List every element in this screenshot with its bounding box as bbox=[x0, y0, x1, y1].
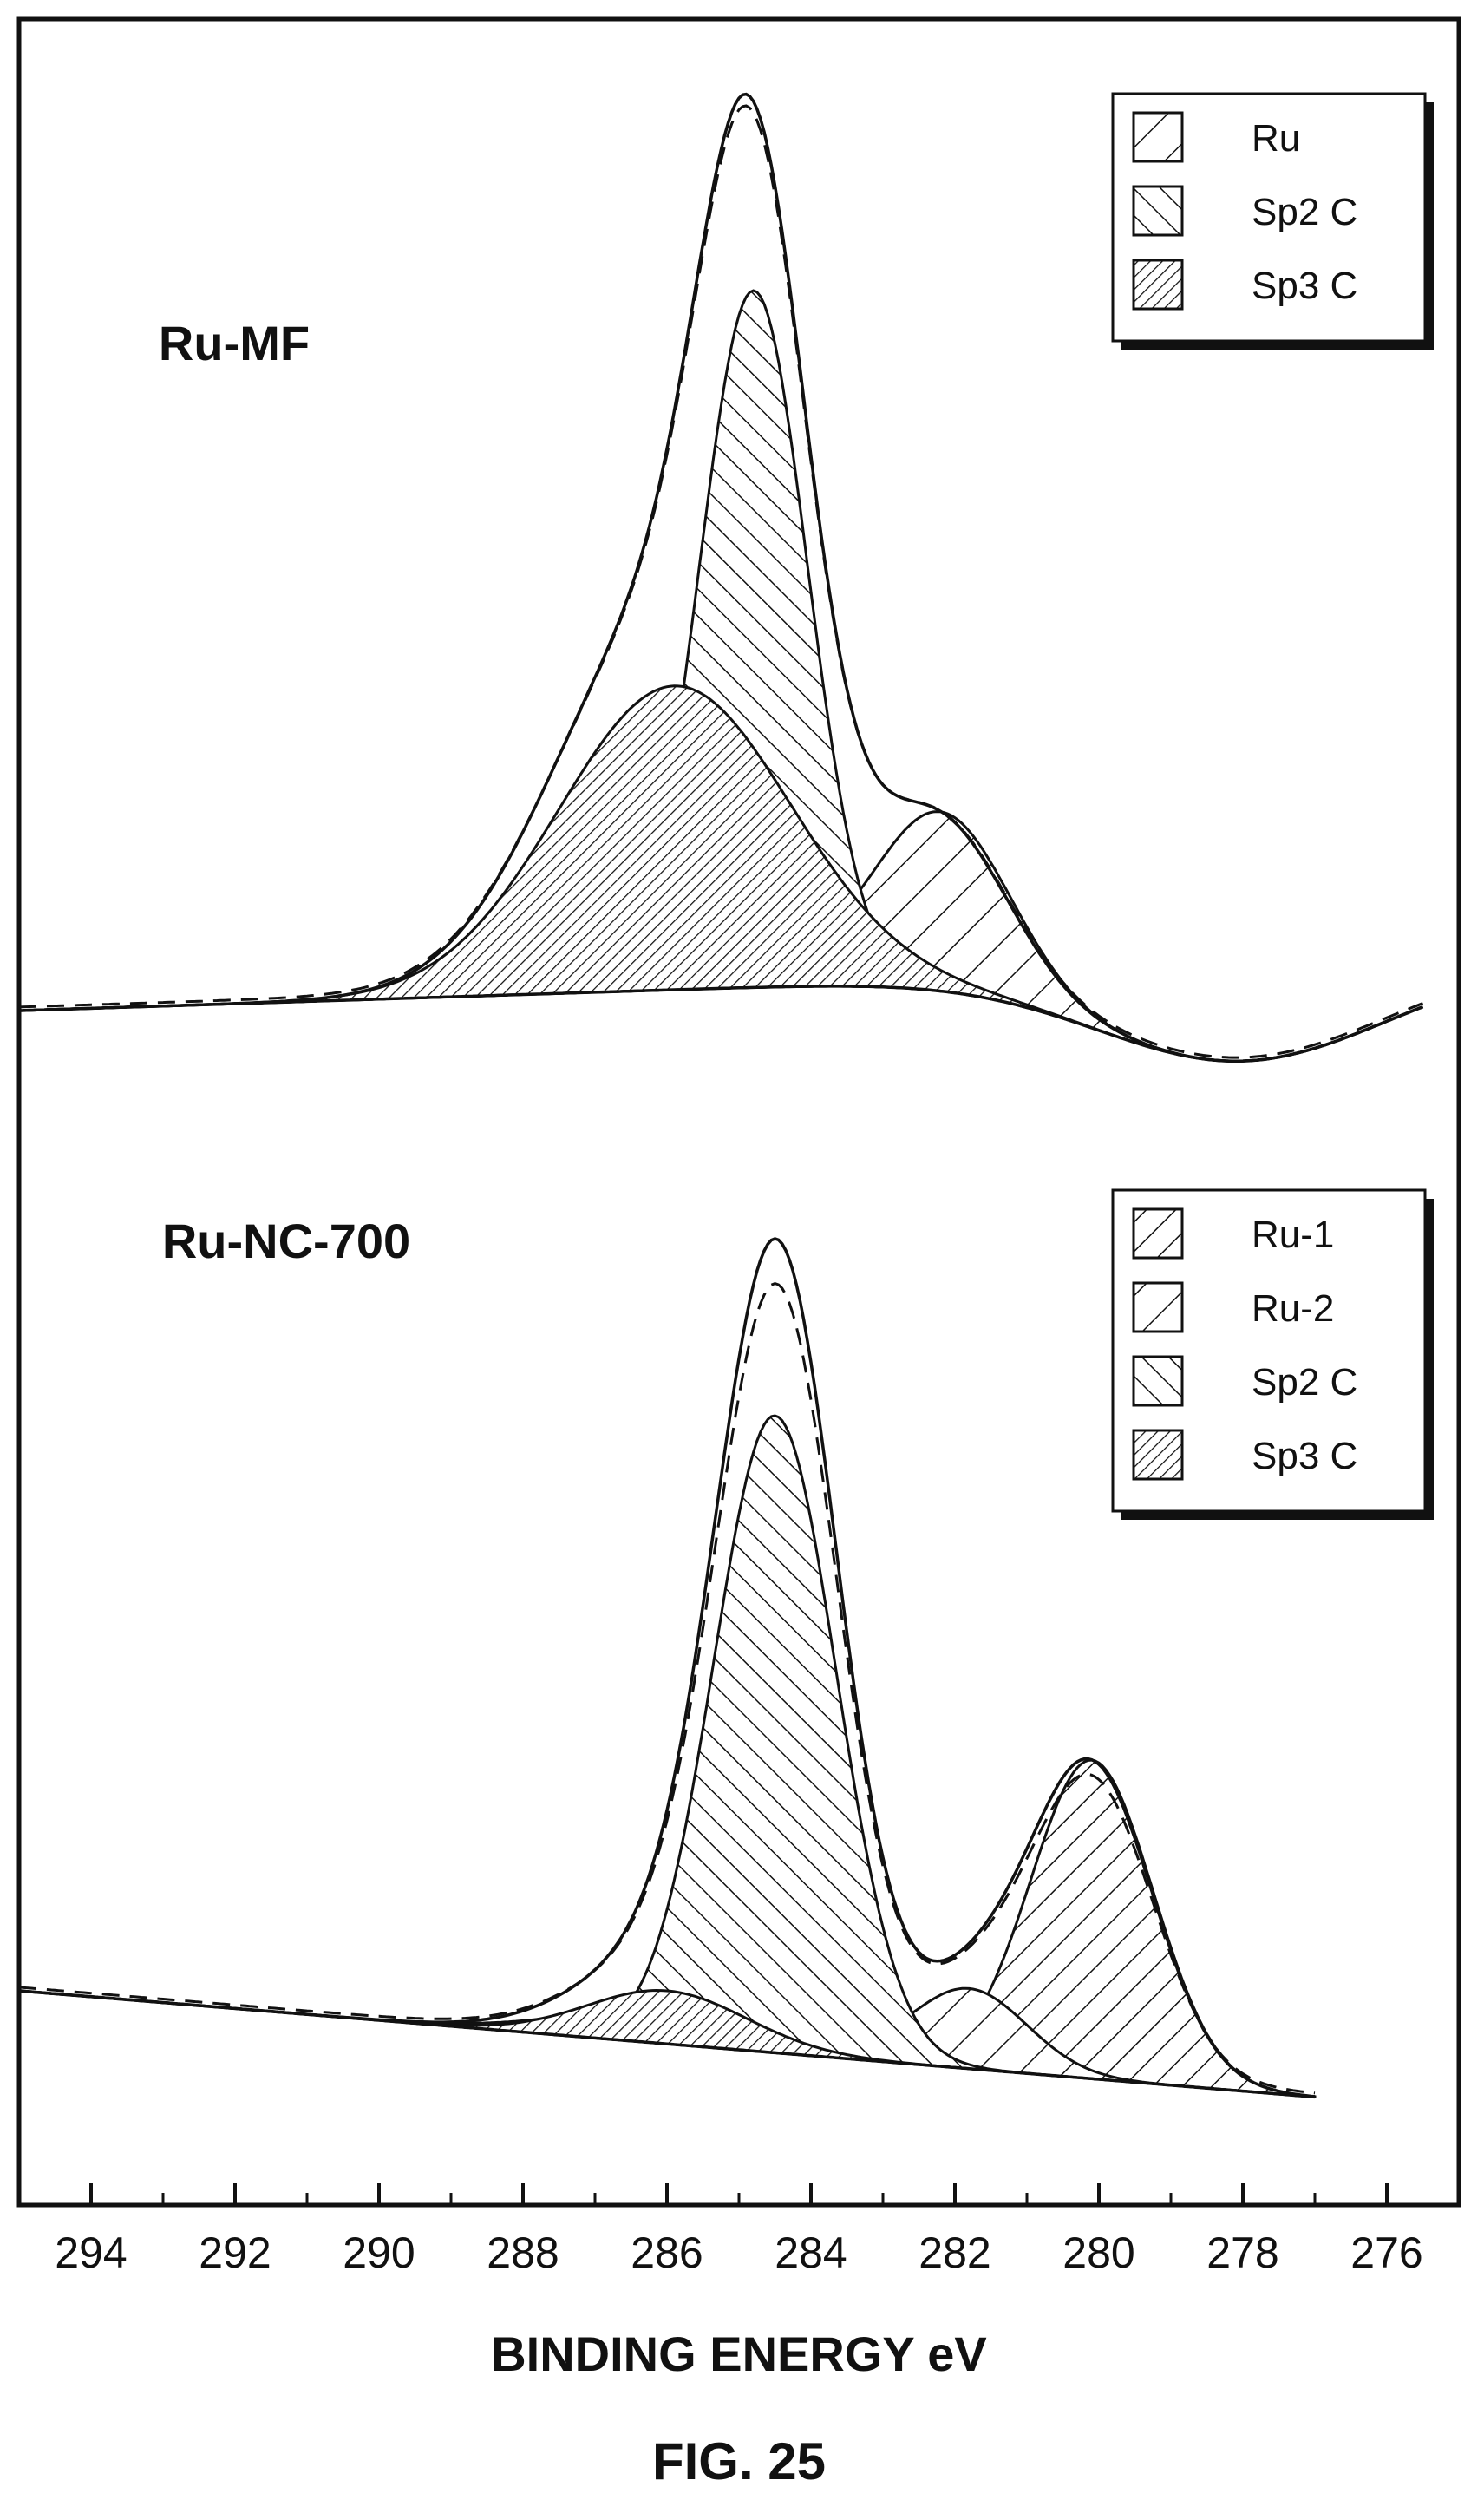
x-axis-title: BINDING ENERGY eV bbox=[491, 2327, 987, 2381]
x-tick-label: 286 bbox=[631, 2228, 703, 2277]
legend-swatch-ru-1 bbox=[1132, 1207, 1184, 1260]
legend-swatch-ru-2 bbox=[1132, 1281, 1184, 1333]
legend-label: Sp2 C bbox=[1252, 1361, 1357, 1404]
legend-label: Ru bbox=[1252, 117, 1300, 160]
background-line bbox=[18, 985, 1424, 1063]
x-tick-label: 294 bbox=[55, 2228, 127, 2277]
legend-label: Ru-2 bbox=[1252, 1287, 1334, 1330]
x-tick-label: 292 bbox=[199, 2228, 271, 2277]
x-tick-label: 276 bbox=[1350, 2228, 1422, 2277]
legend-swatch-sp3-c bbox=[1132, 259, 1184, 311]
x-tick-label: 278 bbox=[1206, 2228, 1278, 2277]
fit-line bbox=[18, 104, 1424, 1059]
legend-swatch-sp3-c bbox=[1132, 1429, 1184, 1481]
legend-label: Sp2 C bbox=[1252, 191, 1357, 233]
x-tick-label: 284 bbox=[775, 2228, 847, 2277]
legend-swatch-sp2-c bbox=[1132, 1355, 1184, 1407]
legend-swatch-ru bbox=[1132, 111, 1184, 163]
panel-title: Ru-MF bbox=[159, 316, 310, 370]
legend-label: Sp3 C bbox=[1252, 265, 1357, 307]
x-tick-label: 288 bbox=[487, 2228, 559, 2277]
x-tick-label: 280 bbox=[1062, 2228, 1134, 2277]
x-tick-label: 282 bbox=[919, 2228, 990, 2277]
background-line bbox=[18, 1989, 1316, 2099]
legend-label: Sp3 C bbox=[1252, 1435, 1357, 1477]
legend-swatch-sp2-c bbox=[1132, 185, 1184, 237]
panel-ru-mf: Ru-MF Ru Sp2 C Sp3 C bbox=[18, 92, 1434, 1063]
legend-label: Ru-1 bbox=[1252, 1214, 1334, 1256]
figure-label: FIG. 25 bbox=[652, 2432, 826, 2490]
panel-ru-nc-700: Ru-NC-700 Ru-1 Ru-2 Sp2 C Sp3 C bbox=[18, 1188, 1434, 2099]
panel-title: Ru-NC-700 bbox=[162, 1214, 410, 1268]
x-axis: 294 292 290 288 286 284 282 280 278 276 bbox=[17, 2183, 1461, 2277]
x-tick-label: 290 bbox=[343, 2228, 415, 2277]
fit-line bbox=[18, 1282, 1316, 2095]
